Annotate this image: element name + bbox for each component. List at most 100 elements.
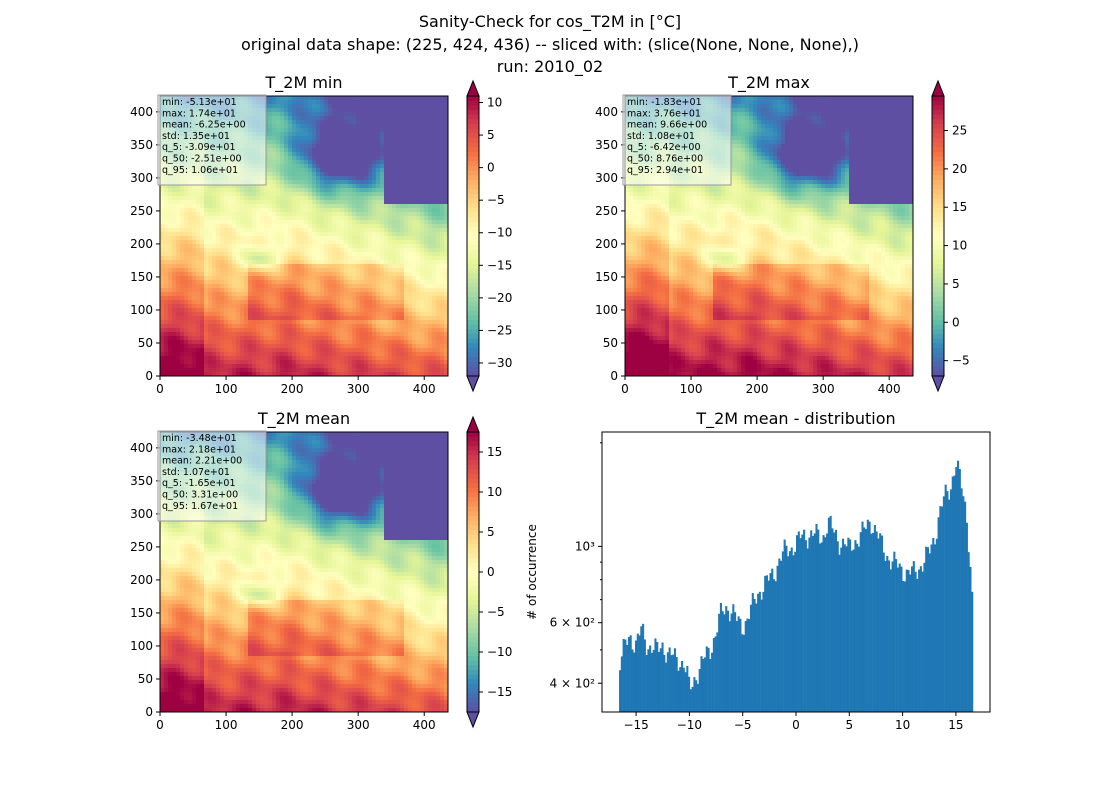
histogram-bar: [808, 537, 811, 712]
x-tick-label: 100: [215, 718, 238, 732]
histogram-bar: [819, 543, 822, 712]
colorbar-tick-label: −5: [952, 354, 970, 368]
histogram-bar: [838, 554, 841, 712]
histogram-bar: [702, 658, 705, 712]
histogram-bar: [753, 599, 756, 712]
y-tick-label: 4 × 10²: [550, 676, 596, 690]
histogram-bar: [925, 546, 928, 712]
colorbar-extend-min: [931, 375, 945, 393]
y-tick-label: 0: [610, 369, 618, 383]
histogram-bar: [822, 535, 825, 712]
histogram-bar: [799, 538, 802, 712]
histogram-bar: [762, 591, 765, 712]
histogram-bar: [705, 646, 708, 712]
histogram-bar: [930, 544, 933, 712]
colorbar-tick-label: 0: [487, 161, 495, 175]
histogram-bar: [955, 467, 958, 712]
histogram-bar: [700, 656, 703, 712]
histogram-bar: [788, 551, 791, 712]
histogram-bar: [863, 527, 866, 712]
stats-line: q_50: 3.31e+00: [162, 490, 238, 501]
histogram-bar: [941, 506, 944, 712]
colorbar-tick-label: 15: [487, 445, 502, 459]
x-tick-label: −10: [677, 718, 702, 732]
histogram-bar: [829, 515, 832, 712]
histogram-bar: [861, 521, 864, 712]
x-tick-label: 5: [845, 718, 853, 732]
stats-line: q_5: -6.42e+00: [627, 142, 701, 153]
stats-line: q_95: 2.94e+01: [627, 165, 703, 176]
histogram-bar: [831, 528, 834, 712]
histogram-bar: [629, 635, 632, 712]
x-tick-label: 200: [746, 382, 769, 396]
histogram-bar: [949, 489, 953, 712]
stats-line: q_5: -1.65e+01: [162, 478, 236, 489]
histogram-bar: [645, 655, 648, 712]
histogram-bar: [884, 560, 887, 712]
x-tick-label: 400: [413, 382, 436, 396]
histogram-bar: [916, 578, 919, 712]
histogram-bar: [942, 496, 945, 712]
stats-line: q_95: 1.06e+01: [162, 165, 238, 176]
histogram-bar: [693, 677, 696, 712]
histogram-bar: [714, 636, 717, 712]
stats-line: std: 1.35e+01: [162, 131, 230, 142]
histogram-bar: [633, 652, 636, 712]
histogram-bar: [696, 683, 699, 712]
histogram-bar: [888, 560, 891, 712]
histogram-bar: [661, 642, 664, 712]
histogram-bar: [689, 689, 692, 712]
colorbar-extend-max: [466, 79, 480, 97]
histogram-bar: [836, 541, 839, 712]
histogram-bar: [769, 573, 772, 712]
histogram-bar: [854, 540, 857, 712]
histogram-bar: [868, 521, 871, 712]
histogram-bar: [896, 567, 899, 712]
colorbar-tick-label: −10: [487, 226, 512, 240]
histogram-bar: [686, 665, 689, 712]
histogram-bar: [847, 537, 850, 712]
histogram-bar: [797, 531, 800, 712]
colorbar-tick-label: −25: [487, 323, 512, 337]
colorbar-tick-label: 5: [487, 525, 495, 539]
colorbar-extend-max: [466, 415, 480, 433]
histogram-bar: [680, 660, 684, 712]
histogram-bar: [919, 566, 922, 712]
histogram-bar: [767, 580, 770, 712]
histogram-bar: [957, 460, 960, 712]
x-tick-label: 0: [621, 382, 629, 396]
histogram-bar: [765, 575, 768, 712]
histogram-bar: [707, 647, 710, 712]
histogram-bar: [781, 551, 784, 712]
colorbar-frame: [466, 95, 480, 377]
y-tick-label: 10³: [575, 539, 595, 553]
axes-frame: [624, 95, 914, 377]
colorbar-tick-label: −15: [487, 258, 512, 272]
histogram-bar: [801, 534, 804, 712]
stats-line: std: 1.08e+01: [627, 131, 695, 142]
x-tick-label: 10: [895, 718, 910, 732]
histogram-bar: [857, 546, 860, 712]
colorbar-tick-label: 10: [487, 96, 502, 110]
y-tick-label: 100: [130, 639, 153, 653]
histogram-bar: [642, 623, 645, 712]
colorbar: 10 5 0 −5 −10 −15 −20 −25 −30: [466, 79, 512, 393]
colorbar: 15 10 5 0 −5 −10 −15: [466, 415, 512, 729]
histogram-bar: [773, 579, 776, 712]
histogram-bar: [716, 632, 719, 712]
stats-line: q_5: -3.09e+01: [162, 142, 236, 153]
histogram-bar: [778, 558, 781, 712]
x-tick-label: 100: [680, 382, 703, 396]
histogram-bar: [840, 547, 843, 712]
colorbar-tick-label: −10: [487, 645, 512, 659]
histogram-bar: [815, 523, 818, 712]
histogram-bar: [631, 649, 634, 712]
histogram-bar: [663, 654, 666, 712]
histogram-bar: [877, 538, 880, 712]
y-axis-label: # of occurrence: [525, 524, 539, 620]
histogram-bar: [739, 618, 742, 712]
histogram-bar: [951, 476, 954, 712]
histogram-bar: [672, 654, 675, 712]
